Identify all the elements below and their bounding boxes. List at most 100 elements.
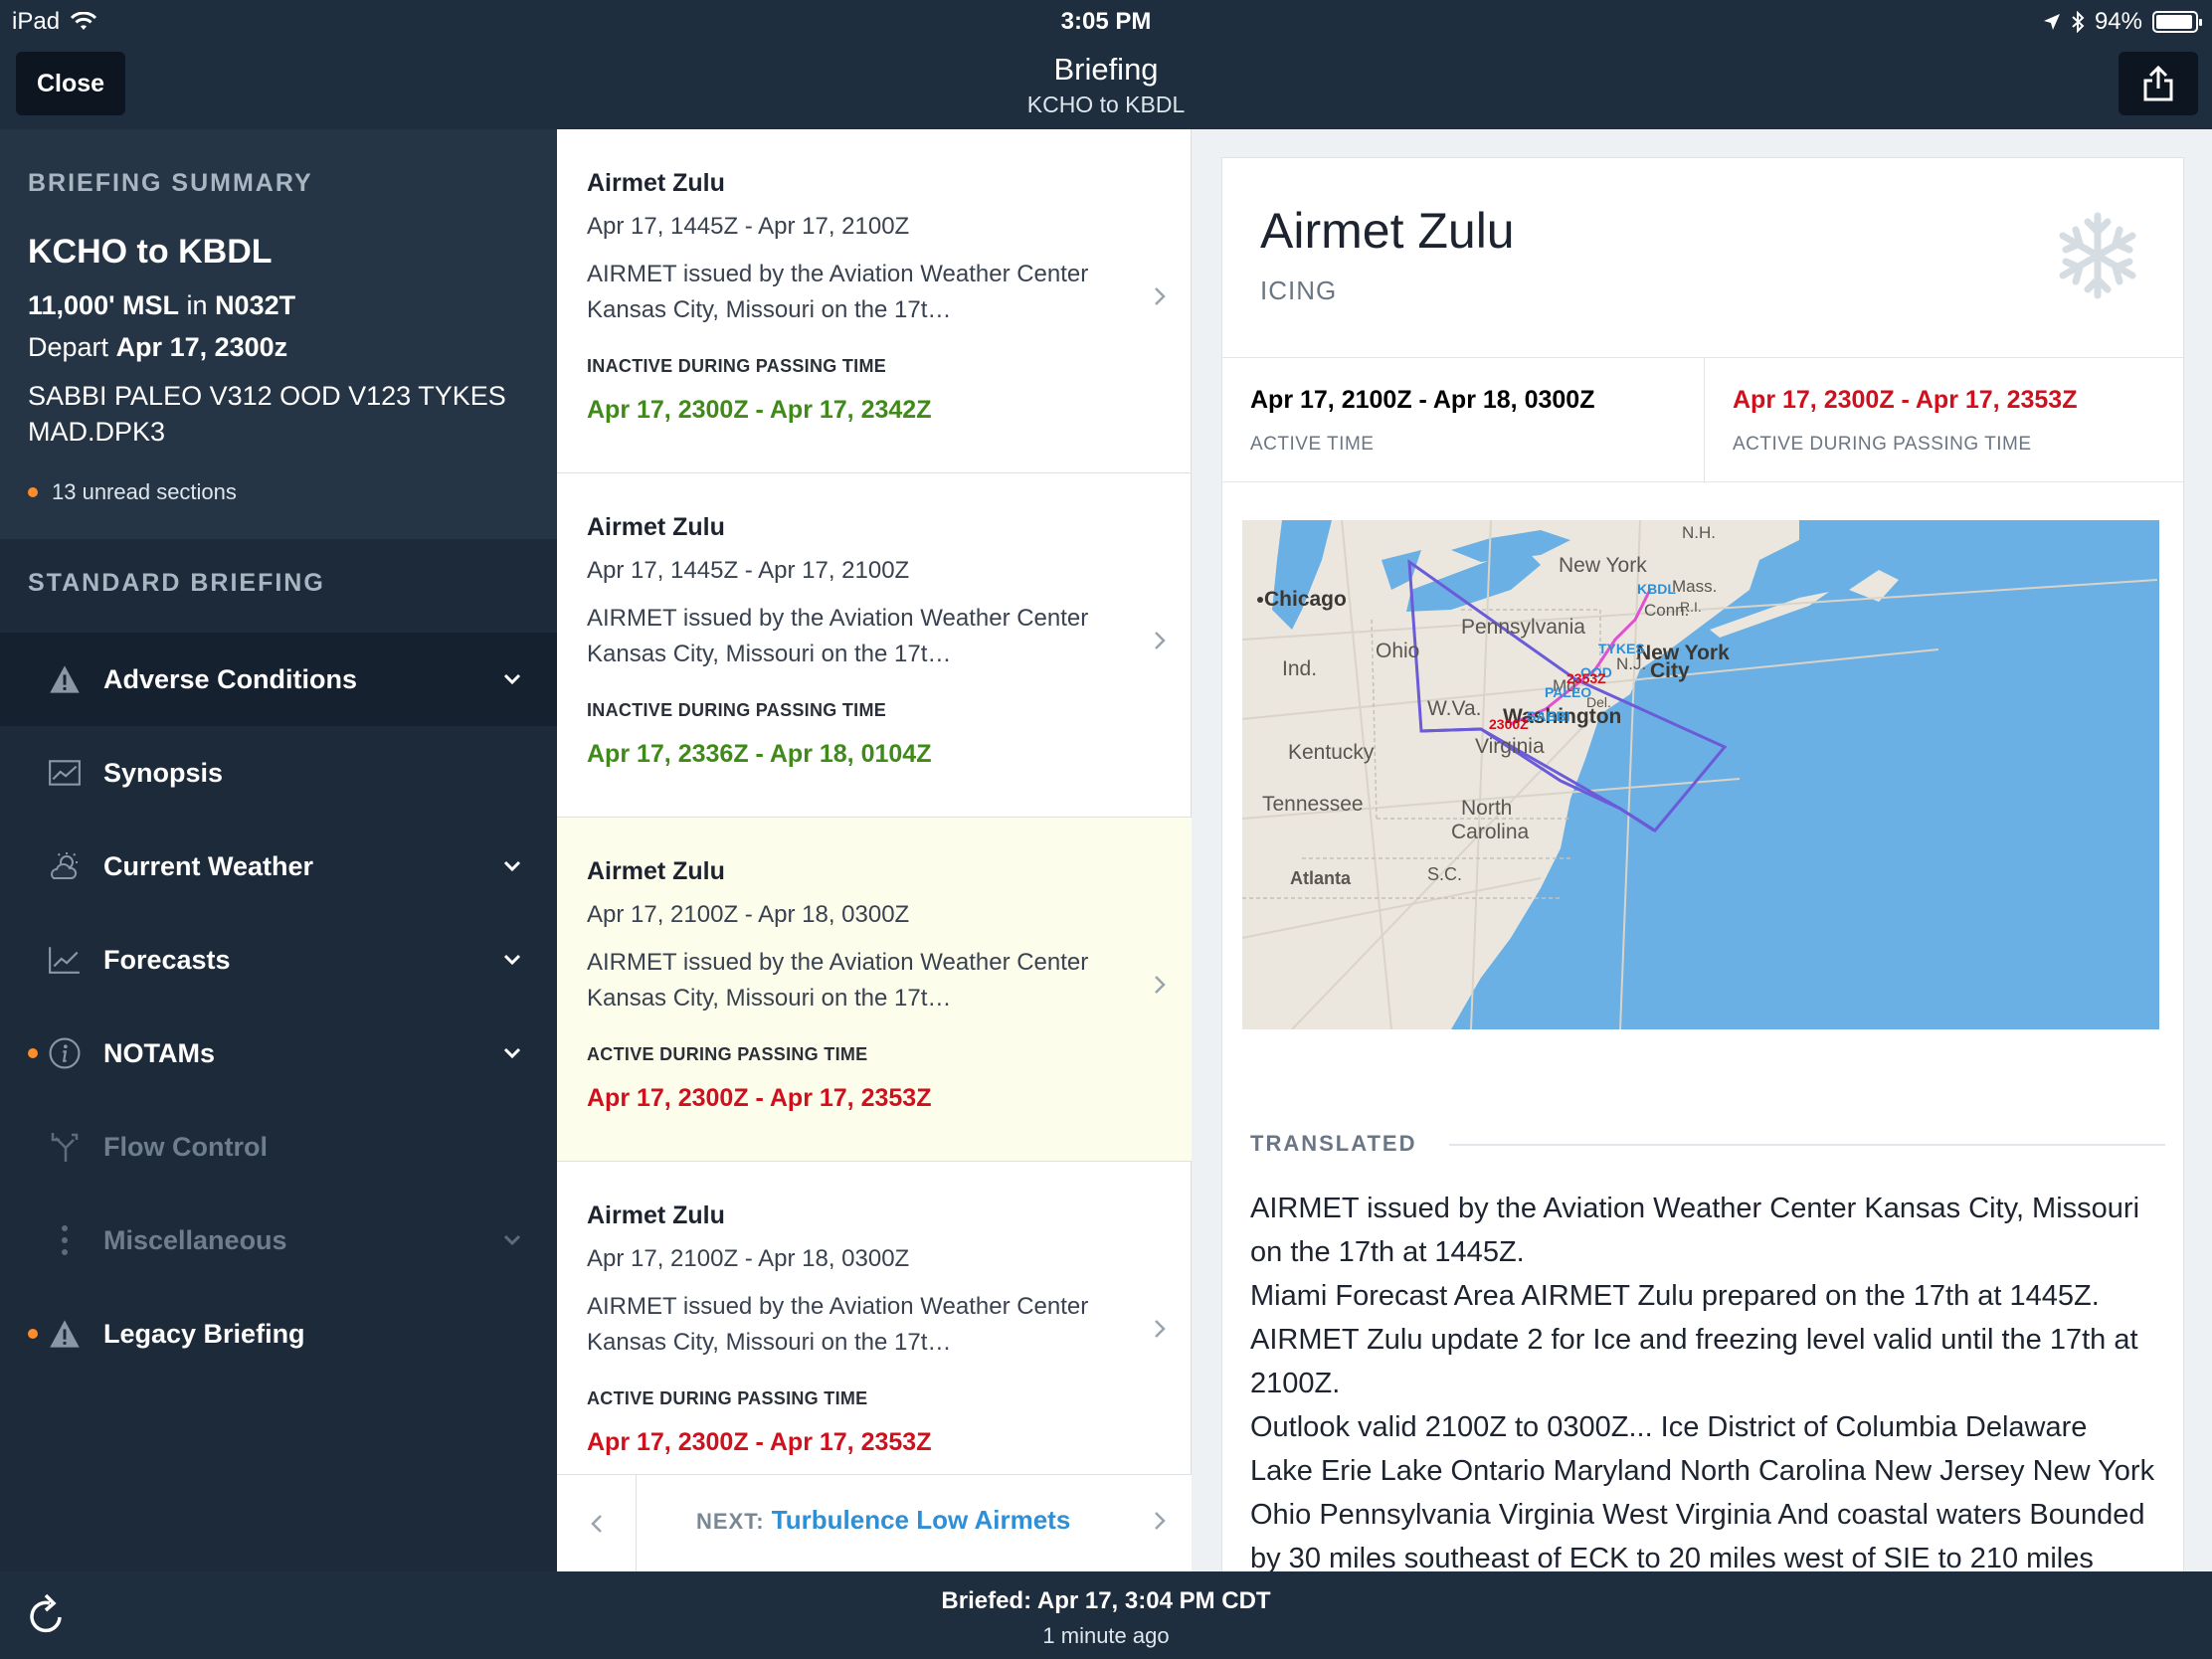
chevron-down-icon	[503, 1047, 521, 1059]
refresh-icon[interactable]	[24, 1591, 68, 1637]
active-time-cell: Apr 17, 2100Z - Apr 18, 0300Z ACTIVE TIM…	[1222, 358, 1704, 483]
next-value: Turbulence Low Airmets	[771, 1505, 1071, 1535]
sidebar-item-label: NOTAMs	[103, 1037, 215, 1068]
wifi-icon	[70, 12, 97, 30]
sidebar-item-label: Miscellaneous	[103, 1224, 287, 1255]
partly-cloudy-icon	[51, 852, 78, 879]
sidebar-item-synopsis[interactable]: Synopsis	[0, 726, 557, 820]
detail-pane: Airmet Zulu ICING Apr 17, 2100Z - Apr 18…	[1192, 129, 2212, 1571]
unread-label: 13 unread sections	[52, 479, 237, 504]
summary-route: KCHO to KBDL	[28, 233, 273, 271]
map-label-tennessee: Tennessee	[1262, 793, 1364, 816]
translated-line: Outlook valid 2100Z to 0300Z... Ice Dist…	[1250, 1411, 2155, 1571]
next-label: NEXT:	[696, 1509, 765, 1534]
map-label-washington: Washington	[1503, 705, 1621, 728]
sidebar-item-notams[interactable]: NOTAMs	[0, 1007, 557, 1100]
passing-time-cell: Apr 17, 2300Z - Apr 17, 2353Z ACTIVE DUR…	[1704, 358, 2185, 483]
close-button[interactable]: Close	[16, 52, 125, 115]
map-label-conn: Conn.	[1644, 601, 1689, 620]
standard-briefing-heading: STANDARD BRIEFING	[28, 569, 325, 597]
divider	[1449, 1144, 2165, 1146]
sidebar-item-label: Flow Control	[103, 1131, 268, 1162]
waypoint-ood: OOD	[1580, 664, 1612, 680]
map-label-pennsylvania: Pennsylvania	[1461, 616, 1585, 639]
map-canvas: Chicago New York Pennsylvania Ohio Ind. …	[1242, 520, 2159, 1029]
next-section-link[interactable]: NEXT: Turbulence Low Airmets	[696, 1505, 1070, 1536]
sidebar-item-label: Adverse Conditions	[103, 663, 358, 694]
list-item[interactable]: Airmet Zulu Apr 17, 1445Z - Apr 17, 2100…	[557, 473, 1192, 818]
list-item-selected[interactable]: Airmet Zulu Apr 17, 2100Z - Apr 18, 0300…	[557, 818, 1192, 1162]
line-chart-icon	[49, 947, 80, 974]
airmet-map[interactable]: Chicago New York Pennsylvania Ohio Ind. …	[1242, 520, 2159, 1029]
previous-section-button[interactable]	[557, 1475, 637, 1572]
battery-icon	[2152, 11, 2202, 33]
battery-percent: 94%	[2094, 8, 2142, 35]
share-button[interactable]	[2119, 52, 2198, 115]
detail-category: ICING	[1260, 276, 1338, 305]
chevron-left-icon	[590, 1515, 602, 1533]
waypoint-paleo: PALEO	[1545, 684, 1591, 700]
map-label-sc: S.C.	[1427, 864, 1462, 884]
sidebar-item-adverse-conditions[interactable]: Adverse Conditions	[0, 633, 557, 726]
item-title: Airmet Zulu	[587, 857, 725, 885]
status-bar: iPad 3:05 PM 94%	[0, 0, 2212, 40]
item-description: AIRMET issued by the Aviation Weather Ce…	[587, 605, 1089, 667]
map-label-new-york-city-1: New York	[1636, 642, 1730, 664]
item-title: Airmet Zulu	[587, 169, 725, 197]
summary-in: in	[186, 290, 208, 320]
summary-altitude: 11,000' MSL	[28, 290, 180, 320]
unread-sections: 13 unread sections	[28, 479, 237, 505]
translated-line: Miami Forecast Area AIRMET Zulu prepared…	[1250, 1280, 2100, 1312]
chevron-right-icon	[1155, 287, 1166, 305]
item-status: ACTIVE DURING PASSING TIME	[587, 1044, 868, 1064]
sidebar-item-label: Legacy Briefing	[103, 1318, 305, 1349]
summary-depart-line: Depart Apr 17, 2300z	[28, 332, 287, 363]
chart-icon	[49, 760, 81, 786]
item-status: INACTIVE DURING PASSING TIME	[587, 700, 887, 720]
waypoint-kbdl: KBDL	[1637, 581, 1676, 597]
map-label-indiana: Ind.	[1282, 657, 1317, 680]
map-label-atlanta: Atlanta	[1290, 868, 1352, 888]
active-time-label: ACTIVE TIME	[1250, 434, 1375, 455]
nav-title: Briefing	[1053, 52, 1159, 87]
sidebar-item-miscellaneous[interactable]: Miscellaneous	[0, 1194, 557, 1287]
top-bar: iPad 3:05 PM 94% Close Briefing KCHO to …	[0, 0, 2212, 129]
item-date: Apr 17, 1445Z - Apr 17, 2100Z	[587, 557, 910, 584]
map-label-nh: N.H.	[1682, 523, 1716, 542]
item-date: Apr 17, 2100Z - Apr 18, 0300Z	[587, 1245, 910, 1272]
map-label-nj: N.J.	[1616, 654, 1646, 673]
chevron-right-icon	[1155, 632, 1166, 649]
time-row: Apr 17, 2100Z - Apr 18, 0300Z ACTIVE TIM…	[1222, 357, 2185, 483]
map-label-west-virginia: W.Va.	[1427, 697, 1481, 720]
translated-heading: TRANSLATED	[1250, 1131, 1417, 1156]
chevron-down-icon	[503, 954, 521, 966]
translated-line: AIRMET issued by the Aviation Weather Ce…	[1250, 1193, 2140, 1268]
briefed-ago: 1 minute ago	[1042, 1623, 1170, 1648]
summary-heading: BRIEFING SUMMARY	[28, 169, 313, 197]
item-range: Apr 17, 2300Z - Apr 17, 2353Z	[587, 1084, 932, 1112]
list-item[interactable]: Airmet Zulu Apr 17, 1445Z - Apr 17, 2100…	[557, 129, 1192, 473]
route-split-icon	[51, 1133, 79, 1162]
item-description: AIRMET issued by the Aviation Weather Ce…	[587, 261, 1089, 323]
item-range: Apr 17, 2300Z - Apr 17, 2342Z	[587, 396, 932, 424]
unread-dot	[28, 1048, 38, 1058]
map-city-dot	[1257, 597, 1263, 603]
sidebar-item-flow-control[interactable]: Flow Control	[0, 1100, 557, 1194]
chevron-right-icon[interactable]	[1154, 1511, 1166, 1531]
sidebar-item-current-weather[interactable]: Current Weather	[0, 820, 557, 913]
summary-route-string: SABBI PALEO V312 OOD V123 TYKES MAD.DPK3	[28, 381, 506, 447]
sidebar-item-label: Current Weather	[103, 850, 314, 881]
briefed-time: Briefed: Apr 17, 3:04 PM CDT	[941, 1587, 1271, 1614]
map-label-north-carolina-2: Carolina	[1451, 821, 1530, 843]
summary-depart-time: Apr 17, 2300z	[115, 332, 288, 362]
item-title: Airmet Zulu	[587, 1201, 725, 1229]
map-label-del: Del.	[1586, 694, 1611, 710]
sidebar-item-label: Forecasts	[103, 944, 231, 975]
item-range: Apr 17, 2300Z - Apr 17, 2353Z	[587, 1428, 932, 1456]
list-item[interactable]: Airmet Zulu Apr 17, 2100Z - Apr 18, 0300…	[557, 1162, 1192, 1506]
sidebar-item-forecasts[interactable]: Forecasts	[0, 913, 557, 1007]
waypoint-sabbi: SABBI	[1527, 708, 1570, 724]
sidebar-item-legacy-briefing[interactable]: Legacy Briefing	[0, 1287, 557, 1381]
sidebar: BRIEFING SUMMARY KCHO to KBDL 11,000' MS…	[0, 129, 557, 1571]
map-label-virginia: Virginia	[1475, 735, 1545, 758]
